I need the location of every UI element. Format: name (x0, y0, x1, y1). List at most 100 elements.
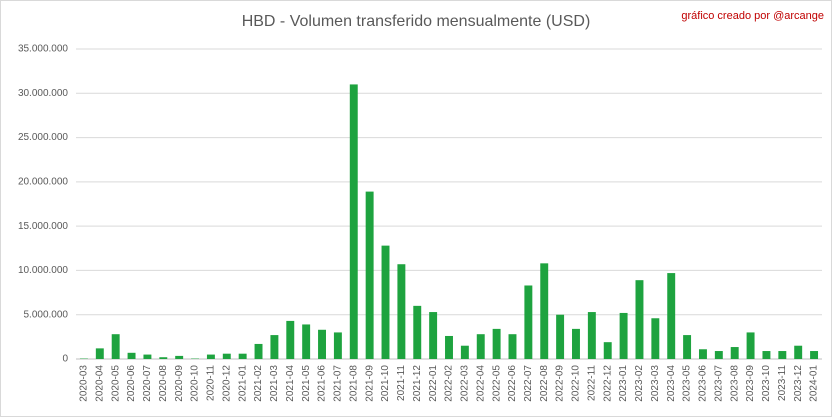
bar (381, 245, 390, 359)
x-tick-label: 2021-04 (285, 365, 296, 402)
x-tick-label: 2021-11 (396, 365, 407, 401)
x-tick-label: 2023-09 (745, 365, 756, 402)
x-tick-label: 2022-09 (555, 365, 566, 402)
x-tick-label: 2024-01 (809, 365, 820, 402)
bar (413, 305, 422, 359)
x-tick-label: 2020-11 (206, 365, 217, 401)
bar (286, 320, 295, 359)
bar (175, 355, 184, 359)
x-tick-label: 2023-04 (666, 365, 677, 402)
bar (651, 318, 660, 359)
bar (619, 312, 628, 359)
x-tick-label: 2022-08 (539, 365, 550, 402)
x-tick-label: 2020-06 (126, 365, 137, 402)
chart-title: HBD - Volumen transferido mensualmente (… (242, 13, 591, 30)
bar (127, 352, 136, 359)
x-tick-label: 2022-12 (602, 365, 613, 402)
x-tick-label: 2022-11 (586, 365, 597, 401)
x-tick-label: 2022-01 (428, 365, 439, 402)
bar (445, 335, 453, 359)
x-tick-label: 2023-05 (682, 365, 693, 402)
x-tick-label: 2023-02 (634, 365, 645, 402)
bar (333, 332, 342, 359)
bar (222, 353, 231, 359)
x-tick-label: 2022-02 (444, 365, 455, 402)
x-tick-label: 2021-06 (317, 365, 328, 402)
x-tick-label: 2020-10 (190, 365, 201, 402)
bar (349, 84, 358, 359)
bar (667, 273, 676, 359)
y-tick-label: 30.000.000 (18, 88, 68, 99)
x-tick-label: 2022-04 (475, 365, 486, 402)
x-tick-label: 2022-05 (491, 365, 502, 402)
x-tick-label: 2020-12 (221, 365, 232, 402)
x-tick-label: 2021-12 (412, 365, 423, 402)
bar (762, 351, 771, 359)
x-tick-label: 2023-12 (793, 365, 804, 402)
bar (556, 314, 565, 359)
x-tick-label: 2023-06 (698, 365, 709, 402)
x-tick-label: 2020-09 (174, 365, 185, 402)
bar (698, 349, 707, 359)
y-tick-label: 20.000.000 (18, 176, 68, 187)
bar (429, 312, 438, 359)
bar (778, 351, 787, 359)
bar (683, 335, 692, 359)
bar (143, 354, 152, 359)
x-tick-label: 2020-07 (142, 365, 153, 402)
y-tick-label: 15.000.000 (18, 221, 68, 232)
bar (794, 345, 803, 359)
bar (95, 348, 104, 359)
bar (270, 335, 279, 359)
x-tick-label: 2021-05 (301, 365, 312, 402)
bar (730, 347, 739, 359)
bar (159, 357, 168, 359)
bar (714, 351, 723, 359)
x-tick-label: 2023-01 (618, 365, 629, 402)
x-tick-label: 2022-06 (507, 365, 518, 402)
x-tick-label: 2023-11 (777, 365, 788, 401)
x-tick-label: 2022-07 (523, 365, 534, 402)
x-tick-label: 2020-05 (110, 365, 121, 402)
bar (587, 312, 596, 359)
y-tick-label: 0 (62, 354, 68, 365)
x-tick-label: 2023-10 (761, 365, 772, 402)
y-tick-label: 35.000.000 (18, 44, 68, 55)
x-tick-label: 2022-03 (460, 365, 471, 402)
bar (460, 345, 469, 359)
x-tick-label: 2023-08 (729, 365, 740, 402)
bar (397, 264, 406, 359)
y-tick-label: 10.000.000 (18, 265, 68, 276)
y-tick-label: 5.000.000 (24, 309, 69, 320)
bar (508, 334, 517, 359)
x-tick-label: 2020-04 (94, 365, 105, 402)
bar (318, 329, 326, 359)
bar (238, 353, 247, 359)
x-tick-label: 2021-10 (380, 365, 391, 402)
x-tick-label: 2021-03 (269, 365, 280, 402)
annotation: gráfico creado por @arcange (681, 10, 824, 22)
x-tick-label: 2021-08 (348, 365, 359, 402)
x-tick-label: 2023-07 (713, 365, 724, 402)
bar (635, 280, 644, 359)
y-tick-label: 25.000.000 (18, 132, 68, 143)
x-tick-label: 2020-03 (79, 365, 90, 402)
x-tick-label: 2021-01 (237, 365, 248, 402)
bar (206, 354, 215, 359)
x-tick-label: 2021-07 (333, 365, 344, 402)
x-tick-label: 2021-02 (253, 365, 264, 402)
x-tick-label: 2022-10 (571, 365, 582, 402)
bar (540, 263, 549, 359)
bar (254, 343, 263, 359)
bar (603, 342, 612, 359)
bar (524, 285, 533, 359)
x-tick-label: 2021-09 (364, 365, 375, 402)
bar (365, 191, 374, 359)
bar (302, 324, 311, 359)
x-tick-label: 2023-03 (650, 365, 661, 402)
bar (572, 328, 580, 359)
bar (476, 334, 485, 359)
x-tick-label: 2020-08 (158, 365, 169, 402)
